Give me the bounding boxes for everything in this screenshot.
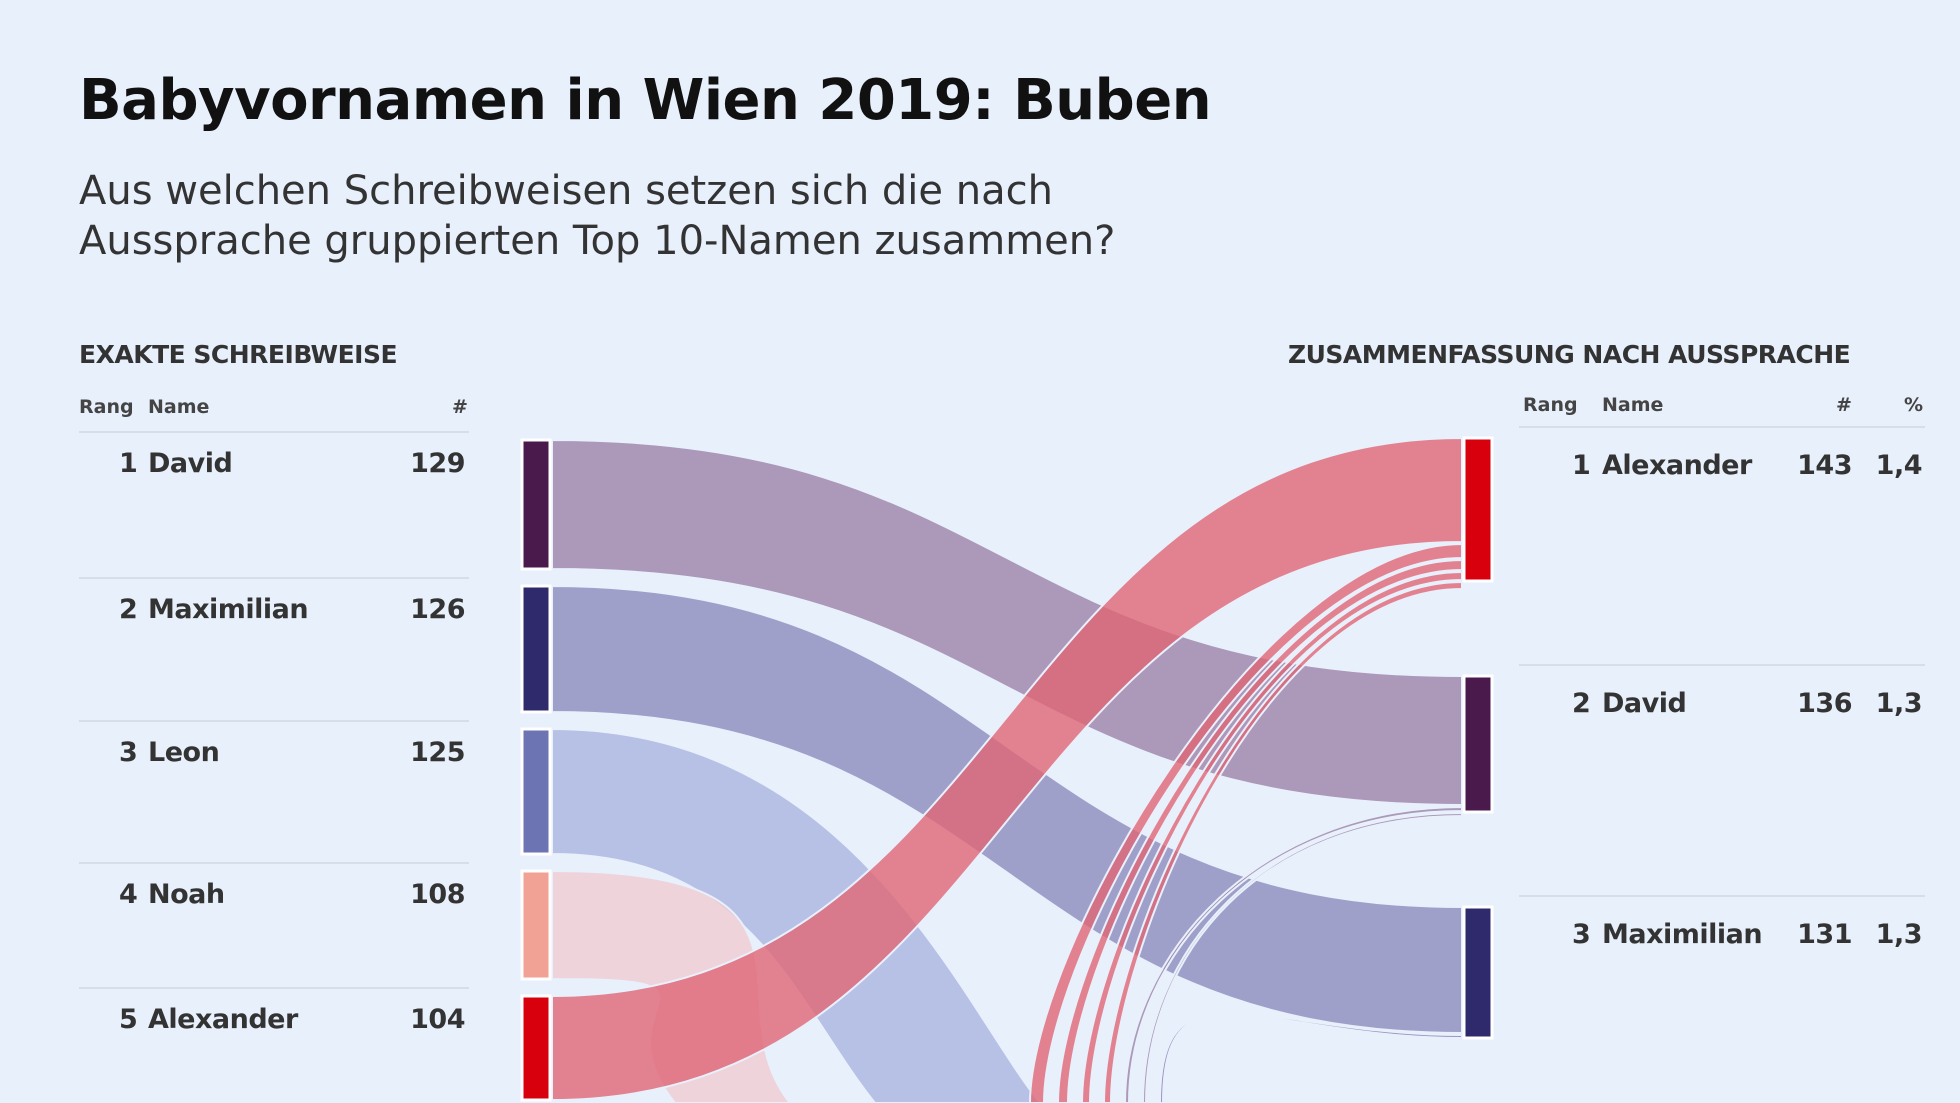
left-node-david — [520, 438, 552, 571]
left-node-alexander — [520, 994, 552, 1102]
right-col-name: Name — [1602, 394, 1664, 416]
left-col-count: # — [452, 396, 468, 418]
chart-subtitle: Aus welchen Schreibweisen setzen sich di… — [79, 168, 1116, 264]
row-divider — [79, 577, 469, 579]
right-row-name: David — [1602, 688, 1687, 719]
row-divider — [1519, 664, 1925, 666]
row-divider — [79, 431, 469, 433]
chart-title: Babyvornamen in Wien 2019: Buben — [79, 68, 1212, 133]
flow-inflow-maximilian — [1175, 1013, 1463, 1103]
left-node-leon — [520, 727, 552, 856]
left-row-rank: 5 — [119, 1004, 138, 1035]
left-row-rank: 4 — [119, 879, 138, 910]
row-divider — [1519, 895, 1925, 897]
right-row-rank: 1 — [1572, 450, 1591, 481]
right-col-pct: % — [1904, 394, 1924, 416]
left-col-name: Name — [148, 396, 210, 418]
flow-alexander — [551, 436, 1463, 1102]
left-row-rank: 1 — [119, 448, 138, 479]
flow-inflow-david — [1141, 811, 1463, 1103]
row-divider — [79, 862, 469, 864]
right-row-name: Alexander — [1602, 450, 1752, 481]
left-row-rank: 2 — [119, 594, 138, 625]
flow-inflow-maximilian — [1158, 1011, 1463, 1103]
left-node-noah — [520, 869, 552, 981]
left-node-maximilian — [520, 584, 552, 714]
right-row-count: 143 — [1797, 450, 1852, 481]
right-row-name: Maximilian — [1602, 919, 1763, 950]
right-row-pct: 1,3 — [1875, 688, 1923, 719]
right-node-alexander — [1462, 436, 1494, 583]
left-row-name: Maximilian — [148, 594, 309, 625]
right-node-david — [1462, 674, 1494, 814]
left-row-name: Leon — [148, 737, 220, 768]
left-col-rank: Rang — [79, 396, 134, 418]
flow-inflow-alexander — [1056, 558, 1463, 1103]
right-row-pct: 1,3 — [1875, 919, 1923, 950]
right-col-count: # — [1836, 394, 1852, 416]
row-divider — [79, 987, 469, 989]
right-row-rank: 3 — [1572, 919, 1591, 950]
left-row-count: 108 — [410, 879, 465, 910]
left-row-count: 104 — [410, 1004, 465, 1035]
right-row-count: 136 — [1797, 688, 1852, 719]
right-table-heading: ZUSAMMENFASSUNG NACH AUSSPRACHE — [1288, 340, 1851, 369]
left-row-name: Noah — [148, 879, 225, 910]
right-col-rank: Rang — [1523, 394, 1578, 416]
left-row-name: Alexander — [148, 1004, 298, 1035]
right-node-maximilian — [1462, 905, 1494, 1040]
left-row-count: 126 — [410, 594, 465, 625]
right-row-rank: 2 — [1572, 688, 1591, 719]
left-row-count: 129 — [410, 448, 465, 479]
right-row-count: 131 — [1797, 919, 1852, 950]
left-row-name: David — [148, 448, 233, 479]
flow-inflow-alexander — [1080, 570, 1463, 1103]
flow-inflow-alexander — [1102, 580, 1463, 1103]
left-table-heading: EXAKTE SCHREIBWEISE — [79, 340, 398, 369]
row-divider — [79, 720, 469, 722]
flow-inflow-alexander — [1028, 542, 1463, 1103]
left-row-count: 125 — [410, 737, 465, 768]
right-row-pct: 1,4 — [1875, 450, 1923, 481]
flow-inflow-david — [1123, 805, 1463, 1103]
row-divider — [1519, 426, 1925, 428]
left-row-rank: 3 — [119, 737, 138, 768]
